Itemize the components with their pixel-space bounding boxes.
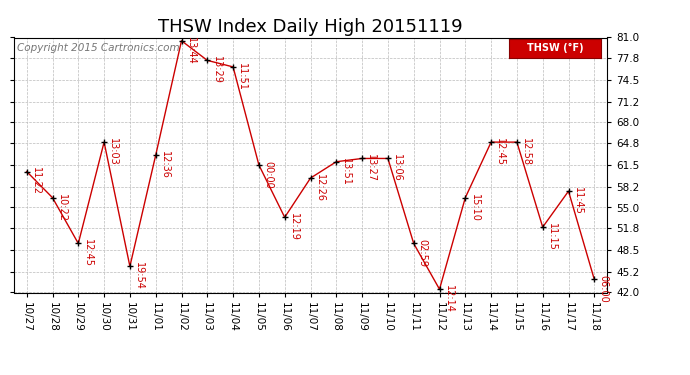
Text: 00:00: 00:00	[263, 161, 273, 189]
Text: 02:59: 02:59	[418, 239, 428, 267]
Text: 13:06: 13:06	[392, 154, 402, 182]
Text: Copyright 2015 Cartronics.com: Copyright 2015 Cartronics.com	[17, 43, 179, 52]
Text: 13:44: 13:44	[186, 37, 196, 64]
Text: 11:45: 11:45	[573, 187, 582, 215]
Text: 13:27: 13:27	[366, 154, 376, 182]
Text: 19:54: 19:54	[134, 262, 144, 290]
Text: 12:45: 12:45	[495, 138, 505, 166]
Text: 12:26: 12:26	[315, 174, 325, 202]
Text: 12:19: 12:19	[289, 213, 299, 241]
Text: 13:03: 13:03	[108, 138, 118, 166]
Text: 12:36: 12:36	[160, 151, 170, 179]
Text: 12:14: 12:14	[444, 285, 453, 313]
Text: 13:29: 13:29	[211, 56, 221, 84]
Text: 11:22: 11:22	[31, 167, 41, 195]
Text: 10:22: 10:22	[57, 194, 67, 222]
Title: THSW Index Daily High 20151119: THSW Index Daily High 20151119	[158, 18, 463, 36]
Text: 06:00: 06:00	[598, 275, 609, 303]
Text: 13:51: 13:51	[340, 158, 351, 186]
Text: 11:51: 11:51	[237, 63, 247, 91]
Text: 12:58: 12:58	[521, 138, 531, 166]
Text: 12:45: 12:45	[83, 239, 92, 267]
Text: 15:10: 15:10	[469, 194, 480, 221]
Text: 11:15: 11:15	[547, 223, 557, 251]
